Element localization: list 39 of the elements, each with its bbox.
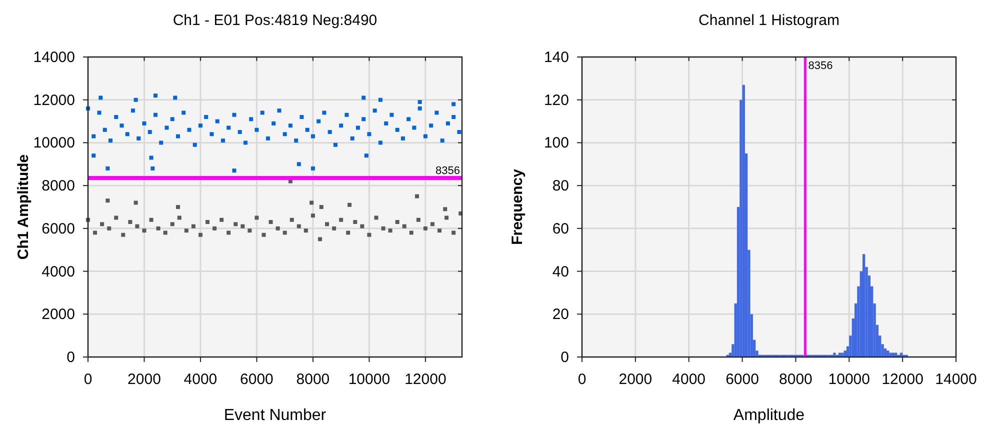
chart-title: Channel 1 Histogram	[698, 12, 840, 29]
y-tick-label: 60	[552, 220, 569, 238]
chart-title: Ch1 - E01 Pos:4819 Neg:8490	[172, 12, 378, 29]
y-tick-label: 20	[552, 306, 569, 324]
x-tick-label: 4000	[672, 371, 706, 388]
y-tick-label: 120	[544, 92, 569, 109]
x-tick-label: 12000	[404, 371, 446, 388]
x-tick-label: 6000	[240, 371, 274, 388]
x-tick-label: 2000	[128, 371, 161, 388]
x-tick-label: 0	[84, 371, 92, 388]
x-tick-label: 14000	[935, 371, 977, 388]
y-tick-label: 10000	[33, 134, 75, 152]
x-axis-title: Amplitude	[733, 407, 805, 424]
ref-line-label: 8356	[436, 164, 460, 177]
x-tick-label: 4000	[184, 371, 218, 388]
y-axis-title: Ch1 Amplitude	[15, 154, 32, 260]
y-tick-label: 140	[544, 49, 569, 66]
x-axis-title: Event Number	[224, 407, 327, 424]
x-tick-label: 8000	[296, 371, 330, 388]
y-tick-label: 80	[552, 178, 569, 195]
y-tick-label: 4000	[42, 263, 75, 280]
y-tick-label: 0	[66, 349, 75, 366]
y-axis-title: Frequency	[509, 168, 526, 245]
x-tick-label: 6000	[726, 371, 759, 388]
y-tick-label: 6000	[42, 220, 75, 238]
y-tick-label: 14000	[33, 49, 75, 66]
y-tick-label: 8000	[42, 178, 75, 195]
x-tick-label: 12000	[882, 371, 924, 388]
y-tick-label: 0	[560, 349, 569, 366]
y-tick-label: 2000	[42, 306, 75, 324]
ref-line-label: 8356	[808, 60, 833, 72]
x-tick-label: 2000	[618, 371, 652, 388]
x-tick-label: 10000	[828, 371, 870, 388]
y-tick-label: 100	[544, 134, 569, 152]
y-tick-label: 12000	[33, 92, 75, 109]
y-tick-label: 40	[552, 263, 569, 280]
x-tick-label: 8000	[779, 371, 812, 388]
x-tick-label: 0	[578, 371, 586, 388]
x-tick-label: 10000	[348, 371, 390, 388]
